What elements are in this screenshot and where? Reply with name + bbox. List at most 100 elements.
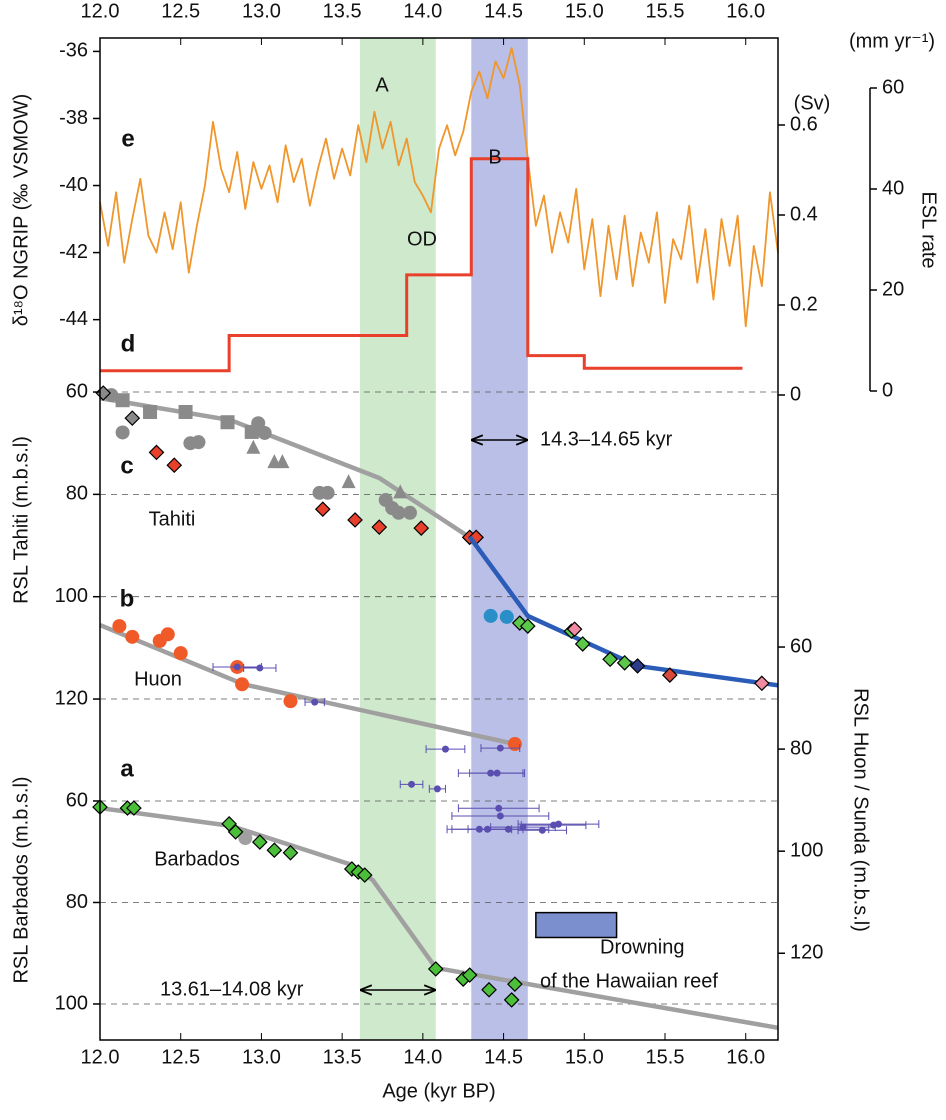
x-tick-label: 13.0 bbox=[242, 0, 281, 22]
y-tick-label: -40 bbox=[59, 174, 88, 196]
point bbox=[427, 961, 444, 977]
y-tick-label: 0 bbox=[790, 383, 801, 405]
point bbox=[125, 629, 140, 644]
point bbox=[413, 520, 430, 536]
point bbox=[496, 812, 504, 820]
line bbox=[99, 395, 471, 540]
point bbox=[256, 664, 264, 672]
plot bbox=[92, 47, 779, 1031]
point bbox=[251, 834, 268, 850]
point bbox=[347, 512, 363, 528]
point bbox=[402, 505, 417, 520]
point bbox=[126, 800, 142, 816]
point bbox=[554, 820, 562, 828]
x-tick-label: 12.0 bbox=[81, 0, 120, 22]
point bbox=[356, 867, 373, 883]
annotation: Huon bbox=[134, 668, 182, 690]
point bbox=[493, 769, 501, 777]
point bbox=[629, 658, 646, 674]
y-tick-label: 0 bbox=[882, 379, 893, 401]
point bbox=[754, 675, 770, 692]
point bbox=[148, 444, 165, 461]
point bbox=[320, 485, 335, 500]
y-tick-label: 40 bbox=[882, 177, 904, 199]
y-tick-label: 20 bbox=[882, 278, 904, 300]
y-tick-label: 100 bbox=[55, 992, 88, 1014]
annotation: Tahiti bbox=[149, 508, 196, 530]
y-axis-label: (Sv) bbox=[794, 92, 831, 114]
point bbox=[574, 636, 591, 652]
y-tick-label: 60 bbox=[66, 789, 88, 811]
y-axis-label: RSL Barbados (m.b.s.l) bbox=[10, 776, 32, 983]
x-tick-label: 15.5 bbox=[646, 0, 685, 22]
y-tick-label: 120 bbox=[790, 942, 823, 964]
point bbox=[481, 981, 497, 998]
band bbox=[359, 38, 436, 1040]
point bbox=[408, 780, 416, 788]
y-axis-label: δ¹⁸O NGRIP (‰ VSMOW) bbox=[10, 94, 32, 327]
point bbox=[257, 425, 272, 440]
point bbox=[538, 826, 546, 834]
x-tick-label: 13.5 bbox=[323, 0, 362, 22]
point bbox=[233, 663, 241, 671]
y-tick-label: 120 bbox=[55, 687, 88, 709]
point bbox=[602, 651, 618, 668]
panel-letter: b bbox=[120, 585, 135, 612]
point bbox=[124, 410, 141, 426]
bands bbox=[359, 38, 528, 1040]
point bbox=[566, 621, 583, 638]
point bbox=[244, 424, 259, 439]
panel-letter: d bbox=[121, 330, 136, 357]
x-tick-label: 13.5 bbox=[323, 1046, 362, 1068]
x-tick-label: 15.0 bbox=[565, 1046, 604, 1068]
y-tick-label: -38 bbox=[59, 107, 88, 129]
y-axis-unit: (mm yr⁻¹) bbox=[849, 30, 935, 52]
point bbox=[616, 655, 633, 671]
point bbox=[507, 976, 523, 993]
x-tick-label: 12.0 bbox=[81, 1046, 120, 1068]
y-tick-label: 0.2 bbox=[790, 293, 818, 315]
point bbox=[166, 457, 183, 474]
annotation: of the Hawaiian reef bbox=[540, 970, 718, 992]
point bbox=[178, 404, 193, 419]
point bbox=[311, 698, 319, 706]
y-tick-label: 100 bbox=[55, 585, 88, 607]
y-tick-label: -36 bbox=[59, 40, 88, 62]
point bbox=[495, 804, 503, 812]
point bbox=[266, 842, 283, 859]
y-tick-label: 60 bbox=[66, 380, 88, 402]
y-tick-label: 60 bbox=[882, 76, 904, 98]
point bbox=[283, 694, 298, 709]
point bbox=[483, 608, 498, 623]
y-tick-label: -44 bbox=[59, 308, 88, 330]
point bbox=[227, 824, 244, 840]
annotation: B bbox=[488, 146, 501, 168]
point bbox=[282, 844, 299, 861]
point bbox=[507, 737, 522, 751]
point bbox=[235, 677, 250, 692]
panel-letter: a bbox=[120, 755, 134, 782]
point bbox=[220, 415, 235, 430]
point bbox=[246, 439, 261, 454]
point bbox=[112, 619, 127, 634]
point bbox=[503, 992, 520, 1008]
point bbox=[275, 454, 290, 469]
x-tick-label: 12.5 bbox=[161, 1046, 200, 1068]
point bbox=[341, 474, 356, 489]
drowning-box bbox=[535, 911, 618, 939]
point bbox=[441, 745, 449, 753]
y-tick-label: 80 bbox=[66, 483, 88, 505]
annotation: 14.3–14.65 kyr bbox=[540, 428, 673, 450]
y-tick-label: -42 bbox=[59, 241, 88, 263]
y-tick-label: 60 bbox=[790, 635, 812, 657]
point bbox=[371, 519, 388, 535]
point bbox=[496, 744, 504, 752]
point bbox=[391, 505, 406, 520]
annotation: OD bbox=[407, 228, 437, 250]
point bbox=[173, 646, 188, 661]
x-tick-label: 15.5 bbox=[646, 1046, 685, 1068]
line bbox=[99, 47, 779, 328]
point bbox=[661, 667, 678, 683]
panel-letter: e bbox=[121, 125, 134, 152]
